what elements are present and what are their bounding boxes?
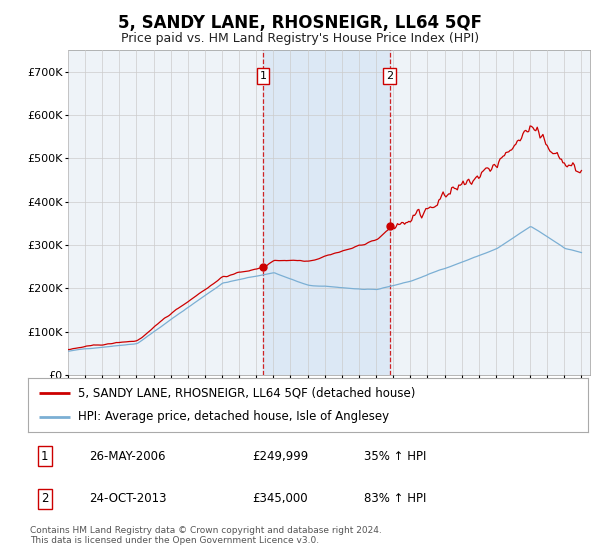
Text: 83% ↑ HPI: 83% ↑ HPI [364,492,427,505]
Text: Contains HM Land Registry data © Crown copyright and database right 2024.
This d: Contains HM Land Registry data © Crown c… [30,526,382,545]
Text: 5, SANDY LANE, RHOSNEIGR, LL64 5QF: 5, SANDY LANE, RHOSNEIGR, LL64 5QF [118,14,482,32]
Text: 2: 2 [386,71,394,81]
Text: £249,999: £249,999 [252,450,308,463]
Text: 2: 2 [41,492,49,505]
Text: 5, SANDY LANE, RHOSNEIGR, LL64 5QF (detached house): 5, SANDY LANE, RHOSNEIGR, LL64 5QF (deta… [79,386,416,400]
Text: £345,000: £345,000 [252,492,308,505]
Text: 26-MAY-2006: 26-MAY-2006 [89,450,166,463]
Text: 35% ↑ HPI: 35% ↑ HPI [364,450,427,463]
Text: 24-OCT-2013: 24-OCT-2013 [89,492,167,505]
Text: HPI: Average price, detached house, Isle of Anglesey: HPI: Average price, detached house, Isle… [79,410,389,423]
Text: Price paid vs. HM Land Registry's House Price Index (HPI): Price paid vs. HM Land Registry's House … [121,32,479,45]
Text: 1: 1 [41,450,49,463]
Bar [263,50,390,375]
Text: 1: 1 [260,71,266,81]
